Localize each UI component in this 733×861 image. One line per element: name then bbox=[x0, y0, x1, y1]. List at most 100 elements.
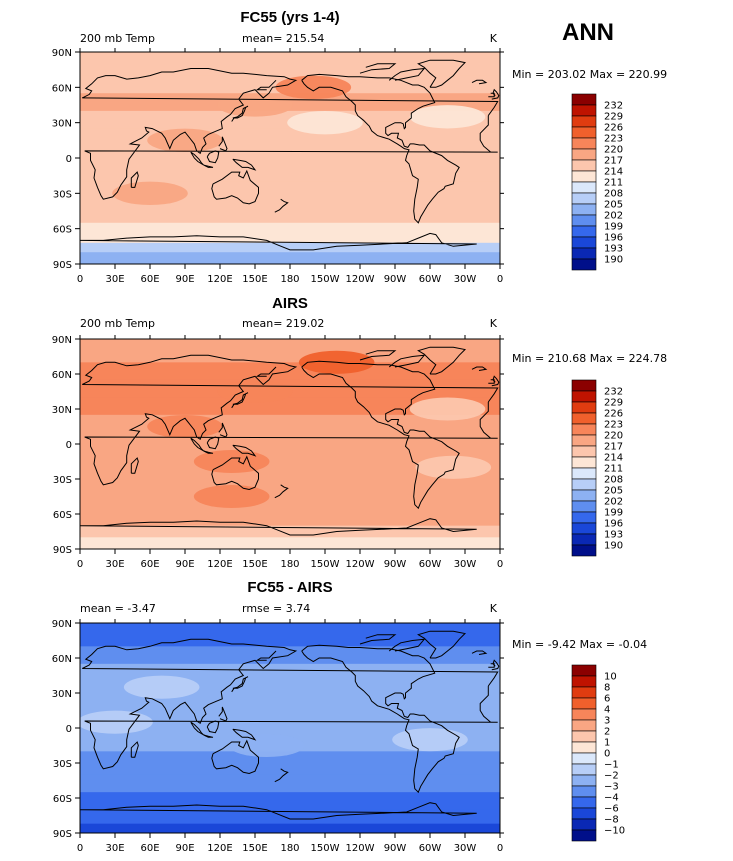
x-tick-label: 120W bbox=[346, 559, 375, 570]
coastline bbox=[274, 768, 289, 783]
colorbar-label: 211 bbox=[604, 464, 623, 475]
field-layer bbox=[80, 623, 500, 833]
colorbar-swatch bbox=[571, 214, 597, 227]
coastline bbox=[80, 802, 477, 820]
y-tick-label: 30S bbox=[53, 475, 72, 486]
y-tick-label: 60N bbox=[52, 370, 72, 381]
coastline bbox=[232, 158, 257, 171]
x-tick-label: 60E bbox=[140, 274, 159, 285]
colorbar-label: 205 bbox=[604, 486, 623, 497]
x-tick-label: 150W bbox=[311, 274, 340, 285]
coastline bbox=[231, 392, 249, 409]
coastline bbox=[203, 164, 214, 168]
coastline bbox=[232, 728, 257, 741]
colorbar-label: 2 bbox=[604, 727, 610, 738]
colorbar-label: 220 bbox=[604, 145, 623, 156]
coastline bbox=[388, 67, 426, 81]
zonal-band bbox=[80, 128, 500, 147]
coastline bbox=[255, 366, 277, 377]
x-tick-label: 90W bbox=[384, 274, 407, 285]
x-tick-label: 60E bbox=[140, 843, 159, 854]
x-tick-label: 90W bbox=[384, 843, 407, 854]
y-tick-label: 90N bbox=[52, 619, 72, 630]
x-tick-label: 90E bbox=[175, 843, 194, 854]
field-feature bbox=[217, 379, 293, 404]
panel-2: AIRS 200 mb Temp mean= 219.02 K 0 30E 60E 90E 12… bbox=[52, 295, 667, 570]
x-tick-label: 150E bbox=[242, 274, 267, 285]
colorbar-swatch bbox=[571, 390, 597, 403]
colorbar-swatch bbox=[571, 203, 597, 216]
colorbar-swatch bbox=[571, 807, 597, 820]
colorbar-swatch bbox=[571, 785, 597, 798]
zonal-band bbox=[80, 205, 500, 224]
y-tick-label: 90S bbox=[53, 545, 72, 556]
field-feature bbox=[392, 728, 468, 752]
colorbar-label: 214 bbox=[604, 453, 623, 464]
coastline bbox=[359, 350, 397, 361]
coastline bbox=[203, 450, 214, 454]
colorbar-label: 193 bbox=[604, 244, 623, 255]
colorbar-label: 6 bbox=[604, 694, 610, 705]
coastline bbox=[211, 739, 259, 775]
y-tick-label: 0 bbox=[66, 440, 72, 451]
field-feature bbox=[112, 181, 188, 205]
x-tick-label: 120E bbox=[207, 559, 232, 570]
panel-center-label: mean= 219.02 bbox=[242, 317, 324, 330]
zonal-band bbox=[80, 362, 500, 381]
colorbar-label: 223 bbox=[604, 420, 623, 431]
colorbar-label: 217 bbox=[604, 156, 623, 167]
zonal-band bbox=[80, 751, 500, 776]
y-tick-label: 90S bbox=[53, 260, 72, 271]
colorbar-swatch bbox=[571, 708, 597, 721]
y-tick-label: 0 bbox=[66, 154, 72, 165]
x-tick-label: 60W bbox=[419, 274, 442, 285]
colorbar-swatch bbox=[571, 126, 597, 139]
zonal-band bbox=[80, 444, 500, 468]
colorbar-swatch bbox=[571, 533, 597, 546]
colorbar-swatch bbox=[571, 247, 597, 260]
zonal-band bbox=[80, 52, 500, 77]
colorbar-label: 229 bbox=[604, 112, 623, 123]
coastline bbox=[417, 346, 467, 375]
x-tick-label: 30E bbox=[105, 274, 124, 285]
colorbar-swatch bbox=[571, 181, 597, 194]
panel-left-label: mean = -3.47 bbox=[80, 602, 156, 615]
colorbar-label: 199 bbox=[604, 508, 623, 519]
colorbar-swatch bbox=[571, 434, 597, 447]
zonal-band bbox=[80, 496, 500, 517]
panel-left-label: 200 mb Temp bbox=[80, 32, 155, 45]
colorbar-label: 205 bbox=[604, 200, 623, 211]
colorbar-label: 214 bbox=[604, 167, 623, 178]
x-tick-label: 0 bbox=[77, 274, 83, 285]
zonal-band bbox=[80, 623, 500, 647]
y-tick-label: 60S bbox=[53, 225, 72, 236]
colorbar-swatch bbox=[571, 225, 597, 238]
min-max-label: Min = -9.42 Max = -0.04 bbox=[512, 638, 647, 651]
colorbar-swatch bbox=[571, 719, 597, 732]
panel-1: FC55 (yrs 1-4) 200 mb Temp mean= 215.54 K 0 3… bbox=[52, 9, 667, 285]
colorbar-swatch bbox=[571, 544, 597, 557]
colorbar: 2322292262232202172142112082052021991961… bbox=[571, 93, 623, 271]
y-tick-label: 60S bbox=[53, 510, 72, 521]
x-tick-label: 0 bbox=[77, 843, 83, 854]
colorbar-label: 193 bbox=[604, 530, 623, 541]
zonal-band bbox=[80, 698, 500, 717]
zonal-band bbox=[80, 774, 500, 793]
x-tick-label: 0 bbox=[497, 559, 503, 570]
y-tick-label: 30S bbox=[53, 189, 72, 200]
x-tick-label: 30E bbox=[105, 843, 124, 854]
colorbar-label: 229 bbox=[604, 398, 623, 409]
panel-3: FC55 - AIRS mean = -3.47 rmse = 3.74 K 0 30E 6… bbox=[52, 579, 647, 854]
field-layer bbox=[80, 52, 500, 264]
colorbar-label: 232 bbox=[604, 101, 623, 112]
y-tick-label: 30N bbox=[52, 405, 72, 416]
panel-units: K bbox=[490, 32, 498, 45]
x-tick-label: 150W bbox=[311, 843, 340, 854]
coastline bbox=[82, 638, 499, 770]
coastline bbox=[211, 455, 259, 491]
coastline bbox=[190, 437, 205, 452]
x-tick-label: 180 bbox=[280, 559, 299, 570]
coastline bbox=[130, 171, 139, 188]
colorbar-label: 211 bbox=[604, 178, 623, 189]
coastline bbox=[206, 720, 220, 734]
